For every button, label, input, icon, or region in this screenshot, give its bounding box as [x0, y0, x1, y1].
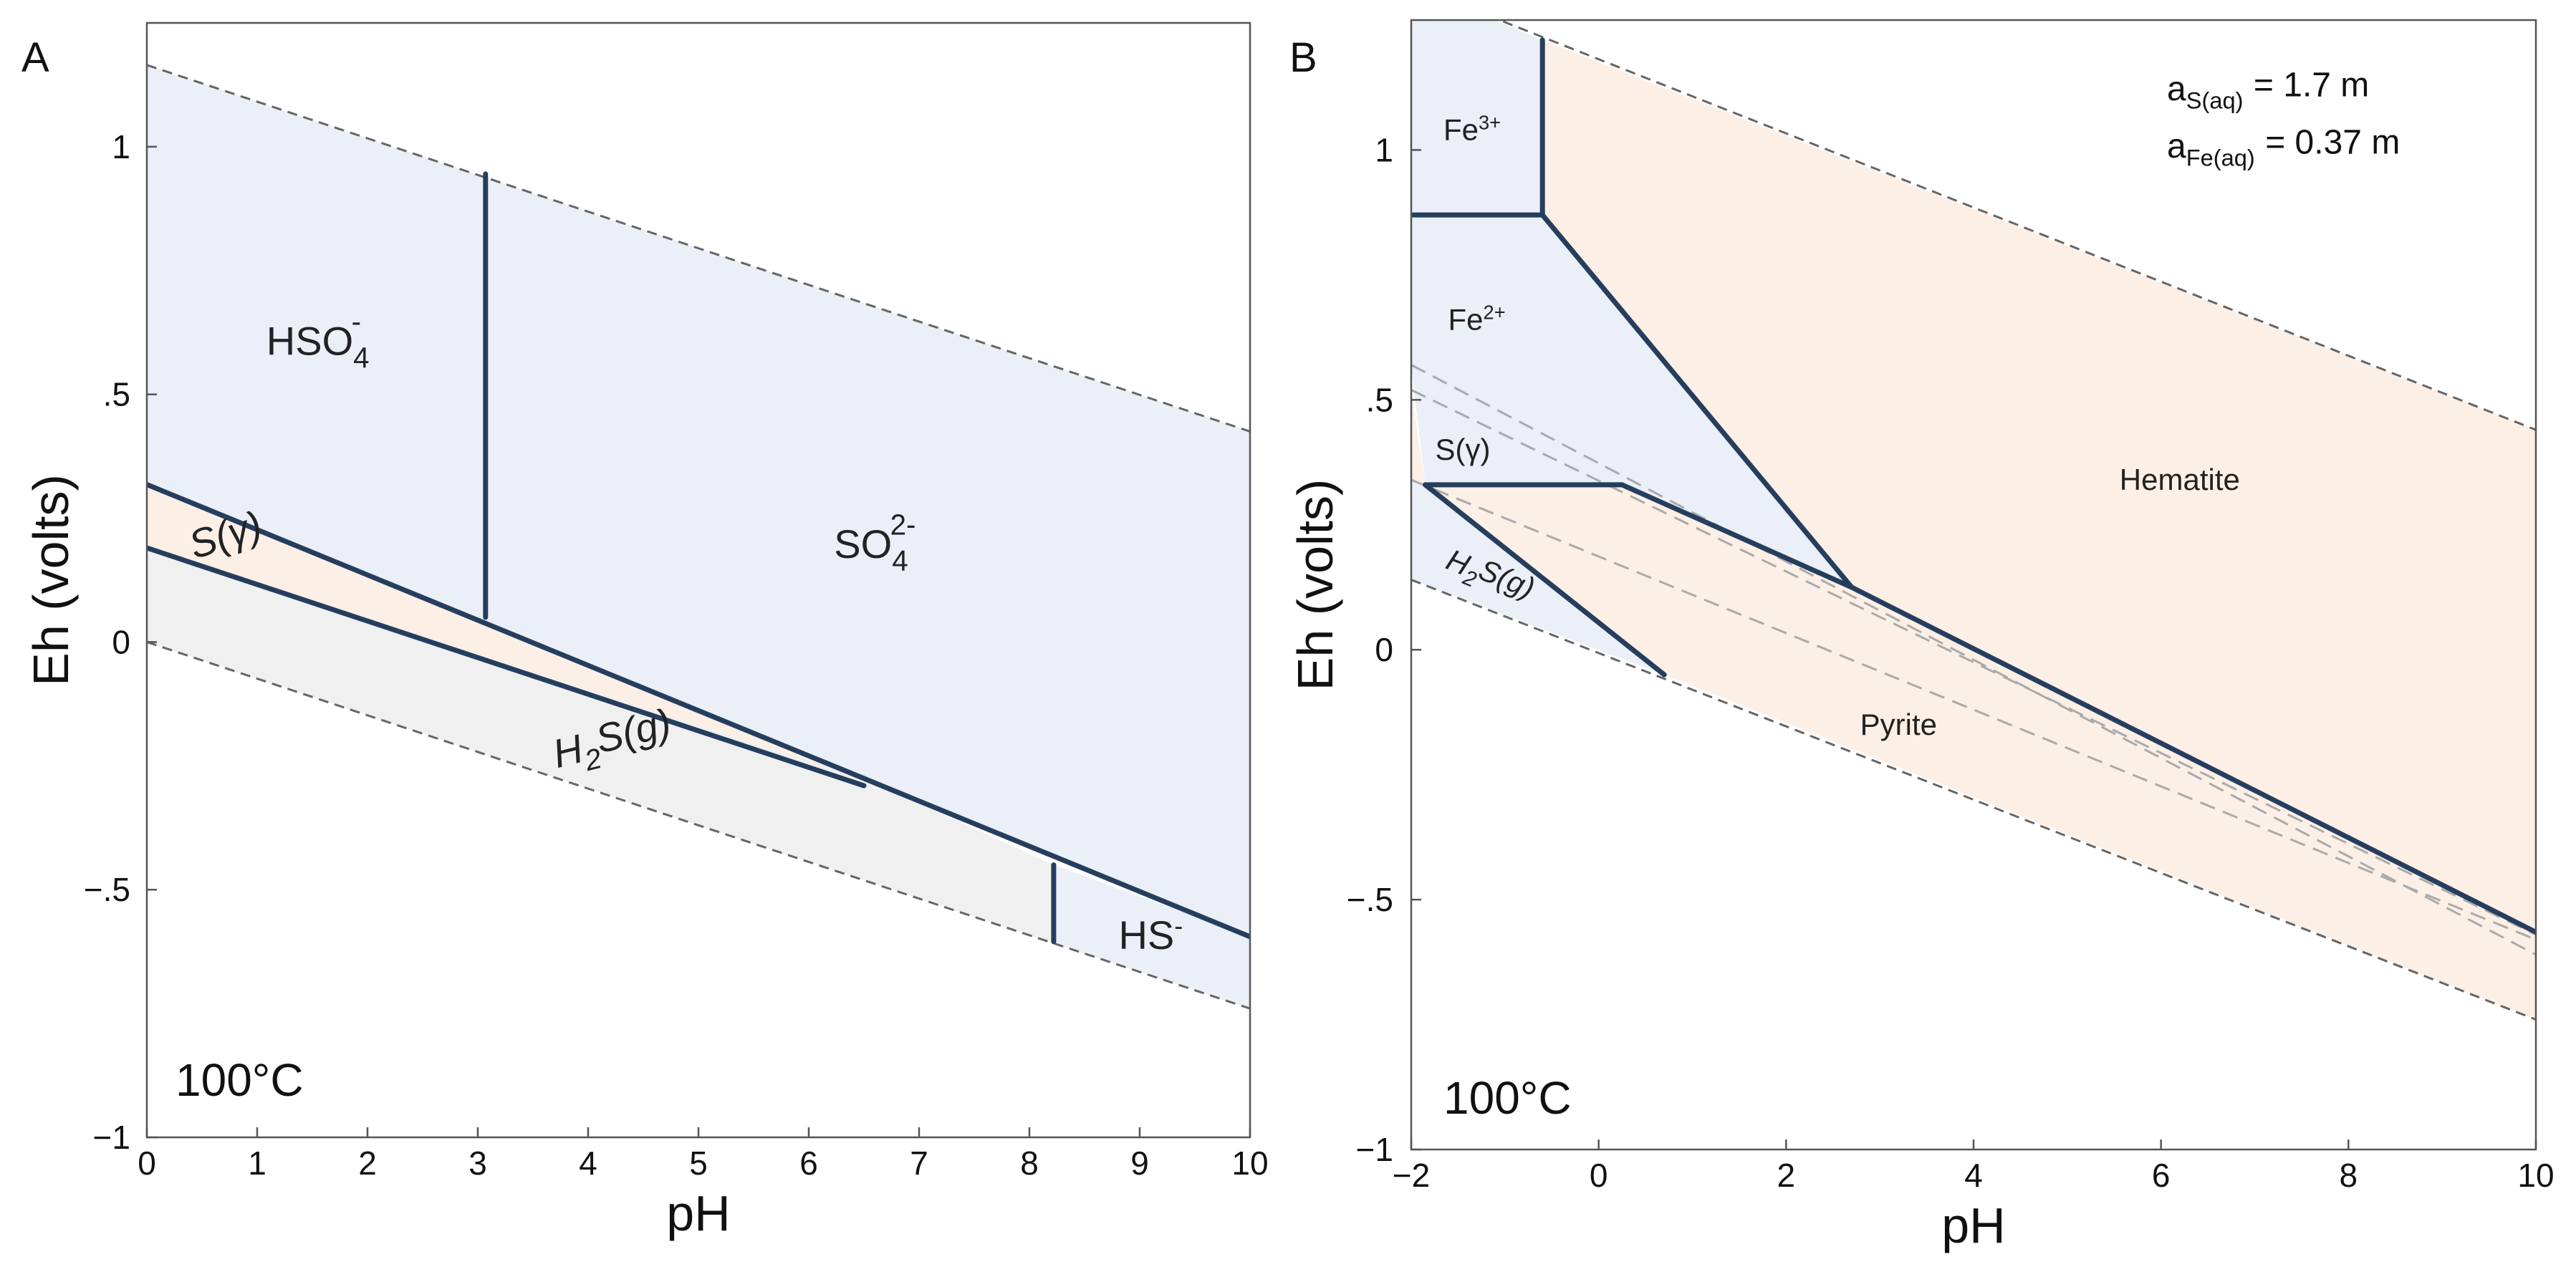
region-fill-hs- [1053, 864, 1250, 1009]
region-label-fe3-: Fe3+ [1443, 111, 1501, 146]
y-tick-label: 1 [112, 128, 130, 165]
metastable-line [1411, 364, 2536, 956]
region-label-so4-2-: SO42- [834, 509, 915, 577]
water-limit-lower [1411, 579, 2536, 1021]
x-tick-label: 10 [2517, 1157, 2554, 1194]
region-label-hs--sup: - [1174, 911, 1183, 940]
region-label-s-gamma-: S(γ) [1435, 433, 1490, 466]
metastable-line [1411, 478, 2536, 941]
region-fill-h2s-g- [147, 548, 1054, 943]
x-tick-label: 3 [468, 1144, 487, 1182]
region-fill-s-gamma- [1411, 390, 1426, 485]
water-limit-upper [1496, 20, 2536, 431]
x-tick-label: 4 [579, 1144, 597, 1182]
y-tick-label: 0 [112, 623, 130, 660]
water-limit-upper [147, 64, 1250, 433]
x-tick-label: 7 [910, 1144, 928, 1182]
boundary-line [147, 482, 1250, 940]
temperature-label: 100°C [176, 1054, 304, 1106]
region-fill-so4-2- [485, 177, 1250, 937]
region-label-hematite: Hematite [2120, 463, 2240, 496]
x-tick-label: 5 [689, 1144, 708, 1182]
x-axis-label: pH [1941, 1197, 2005, 1253]
x-tick-label: 8 [2340, 1157, 2358, 1194]
x-axis-label: pH [666, 1185, 730, 1241]
x-tick-label: 9 [1130, 1144, 1149, 1182]
panel-a: 0 1 2 3 4 5 6 7 8 9 10 −1 −.5 0 .5 1 pH Eh (volts) A 100°C H… [21, 21, 1269, 1241]
water-limit-lower [147, 640, 1250, 1010]
boundary-line [1539, 212, 1855, 590]
region-label-hs-: HS- [1118, 911, 1183, 958]
x-tick-label: 2 [358, 1144, 377, 1182]
region-fill-fe2- [1411, 215, 1852, 588]
y-axis-label: Eh (volts) [1287, 479, 1343, 691]
y-tick-label: .5 [1366, 381, 1393, 418]
x-tick-label: 10 [1231, 1144, 1268, 1182]
y-tick-label: −1 [93, 1119, 130, 1156]
region-label-so4-2--sup: 2- [890, 509, 916, 541]
x-tick-label: 8 [1020, 1144, 1039, 1182]
x-tick-label: −2 [1393, 1157, 1430, 1194]
plot-area-a [147, 64, 1250, 1010]
region-label-fe2-: Fe2+ [1448, 302, 1506, 337]
boundary-line [1423, 482, 1855, 590]
activity-iron: aFe(aq) = 0.37 m [2167, 124, 2400, 171]
x-tick-label: 0 [1590, 1157, 1608, 1194]
region-label-hso4-: HSO4- [266, 305, 370, 374]
x-tick-label: 1 [248, 1144, 266, 1182]
region-fill-fe3- [1411, 20, 1543, 216]
y-tick-label: 0 [1375, 631, 1393, 668]
boundary-line [1423, 482, 1667, 678]
y-tick-label: −.5 [1347, 881, 1393, 918]
boundary-line [1849, 584, 2536, 935]
metastable-line [1411, 389, 2536, 936]
region-fill-pyrite [1425, 484, 2536, 1020]
y-axis-label: Eh (volts) [23, 474, 79, 686]
x-tick-label: 4 [1964, 1157, 1983, 1194]
x-tick-label: 6 [2152, 1157, 2171, 1194]
plot-area-b [1411, 20, 2536, 1021]
region-fill-hso4- [147, 64, 486, 624]
region-label-so4-2--sub: 4 [892, 544, 908, 577]
panel-letter: A [21, 34, 49, 81]
y-tick-label: −.5 [84, 871, 130, 908]
y-tick-label: 1 [1375, 131, 1393, 168]
panel-letter: B [1289, 34, 1317, 81]
region-label-hso4--sub: 4 [353, 341, 369, 374]
x-tick-label: 2 [1777, 1157, 1796, 1194]
region-label-fe2--sup: 2+ [1484, 302, 1506, 324]
y-tick-label: .5 [103, 376, 130, 413]
x-tick-label: 0 [138, 1144, 156, 1182]
region-label-pyrite: Pyrite [1860, 708, 1937, 741]
x-tick-label: 6 [799, 1144, 818, 1182]
y-tick-label: −1 [1356, 1131, 1393, 1168]
region-label-hso4--sup: - [352, 305, 361, 338]
region-label-fe3--sup: 3+ [1479, 111, 1501, 133]
activity-sulfur: aS(aq) = 1.7 m [2167, 67, 2369, 114]
boundary-line [147, 545, 867, 789]
region-fill-hematite [1542, 39, 2536, 932]
temperature-label: 100°C [1443, 1072, 1572, 1124]
panel-b: −2 0 2 4 6 8 10 −1 −.5 0 .5 1 pH Eh (volts) B 100°C Fe3+… [1287, 19, 2555, 1253]
